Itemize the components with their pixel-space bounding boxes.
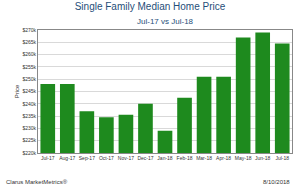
- svg-text:$235k: $235k: [22, 113, 36, 119]
- svg-text:Price: Price: [14, 84, 20, 98]
- svg-text:$230k: $230k: [22, 125, 36, 131]
- svg-text:$250k: $250k: [22, 76, 36, 82]
- svg-text:$245k: $245k: [22, 88, 36, 94]
- svg-text:$260k: $260k: [22, 51, 36, 57]
- svg-text:Single Family Median Home Pric: Single Family Median Home Price: [75, 1, 226, 12]
- svg-text:Nov-17: Nov-17: [118, 155, 134, 161]
- svg-text:$270k: $270k: [22, 27, 36, 33]
- svg-text:Jul-17: Jul-17: [41, 155, 55, 161]
- svg-text:Jul-18: Jul-18: [275, 155, 289, 161]
- svg-text:$220k: $220k: [22, 150, 36, 156]
- svg-text:Mar-18: Mar-18: [196, 155, 212, 161]
- svg-text:Apr-18: Apr-18: [216, 155, 231, 161]
- svg-text:Jul-17 vs Jul-18: Jul-17 vs Jul-18: [137, 17, 194, 26]
- svg-text:$240k: $240k: [22, 101, 36, 107]
- svg-text:Aug-17: Aug-17: [59, 155, 75, 161]
- svg-text:$225k: $225k: [22, 137, 36, 143]
- svg-text:Oct-17: Oct-17: [99, 155, 114, 161]
- svg-text:$265k: $265k: [22, 39, 36, 45]
- svg-text:Jun-18: Jun-18: [255, 155, 271, 161]
- svg-text:$255k: $255k: [22, 64, 36, 70]
- svg-text:Sep-17: Sep-17: [79, 155, 95, 161]
- svg-text:May-18: May-18: [235, 155, 252, 161]
- svg-text:Clarus MarketMetrics®: Clarus MarketMetrics®: [6, 179, 68, 185]
- svg-text:Dec-17: Dec-17: [137, 155, 153, 161]
- svg-text:Jan-18: Jan-18: [157, 155, 173, 161]
- svg-text:Feb-18: Feb-18: [177, 155, 193, 161]
- svg-text:8/10/2018: 8/10/2018: [263, 179, 290, 185]
